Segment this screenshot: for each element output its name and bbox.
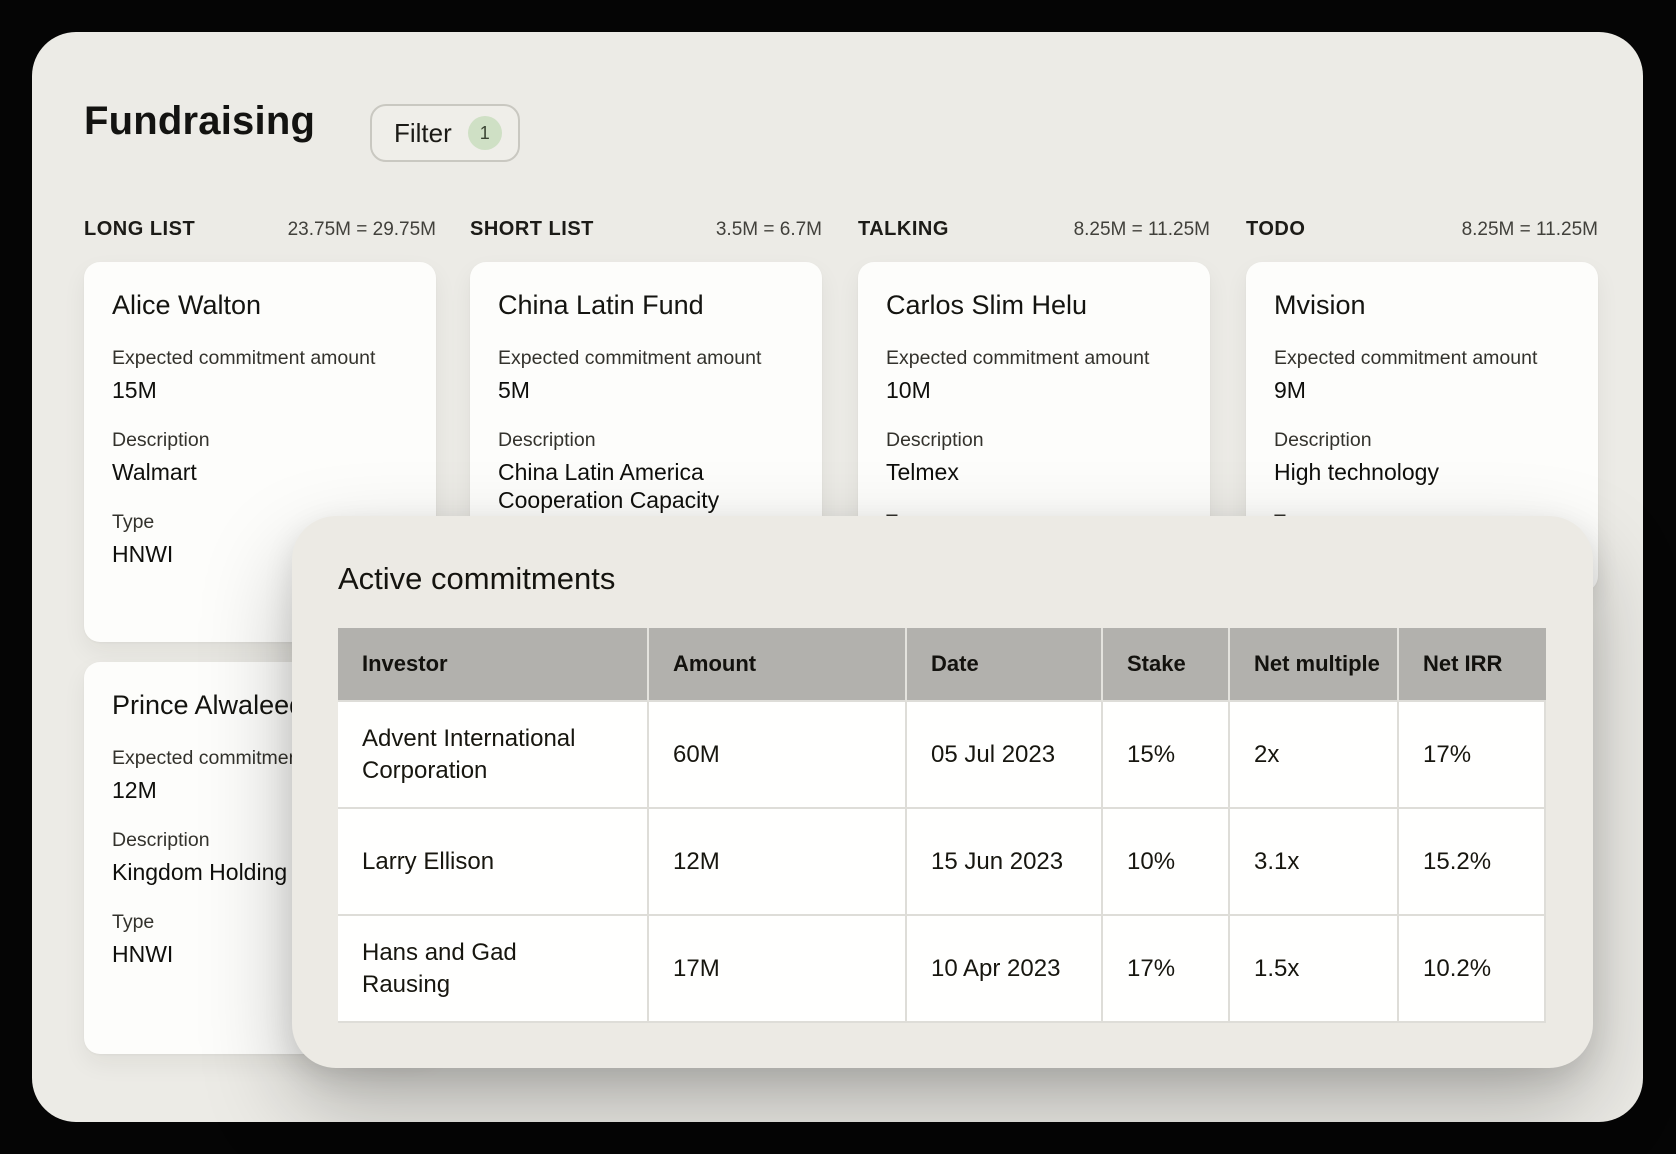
column-title: TALKING [858, 218, 949, 241]
column-total: 8.25M = 11.25M [1074, 219, 1210, 241]
card-title: Carlos Slim Helu [886, 288, 1182, 322]
table-row[interactable]: Advent International Corporation 60M 05 … [338, 702, 1546, 809]
cell-investor: Advent International Corporation [338, 702, 649, 809]
field-label-description: Description [1274, 428, 1570, 452]
filter-count-badge: 1 [468, 116, 502, 150]
column-total: 3.5M = 6.7M [716, 219, 822, 241]
cell-date: 10 Apr 2023 [907, 916, 1103, 1023]
column-title: LONG LIST [84, 218, 195, 241]
screenshot-root: Fundraising Filter 1 LONG LIST 23.75M = … [0, 0, 1676, 1154]
cell-investor: Larry Ellison [338, 809, 649, 916]
cell-investor: Hans and Gad Rausing [338, 916, 649, 1023]
cell-stake: 15% [1103, 702, 1230, 809]
cell-amount: 17M [649, 916, 907, 1023]
field-value-description: High technology [1274, 458, 1570, 486]
field-value-amount: 10M [886, 376, 1182, 404]
field-label-expected: Expected commitment amount [886, 346, 1182, 370]
cell-net-multiple: 1.5x [1230, 916, 1399, 1023]
column-header-short-list: SHORT LIST 3.5M = 6.7M [470, 218, 822, 241]
commitments-table: Investor Amount Date Stake Net multiple … [338, 628, 1546, 1023]
card-title: Alice Walton [112, 288, 408, 322]
table-row[interactable]: Hans and Gad Rausing 17M 10 Apr 2023 17%… [338, 916, 1546, 1023]
cell-net-multiple: 2x [1230, 702, 1399, 809]
cell-date: 05 Jul 2023 [907, 702, 1103, 809]
cell-net-irr: 15.2% [1399, 809, 1546, 916]
field-value-description: Walmart [112, 458, 408, 486]
filter-button-label: Filter [394, 118, 452, 149]
cell-amount: 60M [649, 702, 907, 809]
cell-net-irr: 10.2% [1399, 916, 1546, 1023]
column-header-investor: Investor [338, 628, 649, 702]
page-title: Fundraising [84, 96, 315, 146]
field-label-expected: Expected commitment amount [498, 346, 794, 370]
column-total: 23.75M = 29.75M [288, 219, 436, 241]
cell-amount: 12M [649, 809, 907, 916]
column-header-net-multiple: Net multiple [1230, 628, 1399, 702]
field-label-description: Description [112, 428, 408, 452]
cell-net-multiple: 3.1x [1230, 809, 1399, 916]
field-value-amount: 5M [498, 376, 794, 404]
card-title: China Latin Fund [498, 288, 794, 322]
column-header-long-list: LONG LIST 23.75M = 29.75M [84, 218, 436, 241]
column-header-stake: Stake [1103, 628, 1230, 702]
column-header-talking: TALKING 8.25M = 11.25M [858, 218, 1210, 241]
active-commitments-modal: Active commitments Investor Amount Date … [292, 516, 1593, 1068]
field-value-description: Telmex [886, 458, 1182, 486]
table-row[interactable]: Larry Ellison 12M 15 Jun 2023 10% 3.1x 1… [338, 809, 1546, 916]
cell-net-irr: 17% [1399, 702, 1546, 809]
cell-stake: 10% [1103, 809, 1230, 916]
column-header-todo: TODO 8.25M = 11.25M [1246, 218, 1598, 241]
column-title: TODO [1246, 218, 1305, 241]
modal-title: Active commitments [338, 560, 615, 598]
column-header-date: Date [907, 628, 1103, 702]
column-header-net-irr: Net IRR [1399, 628, 1546, 702]
cell-date: 15 Jun 2023 [907, 809, 1103, 916]
field-value-description: China Latin America Cooperation Capacity [498, 458, 794, 514]
field-label-description: Description [886, 428, 1182, 452]
card-title: Mvision [1274, 288, 1570, 322]
column-header-amount: Amount [649, 628, 907, 702]
field-value-amount: 9M [1274, 376, 1570, 404]
column-title: SHORT LIST [470, 218, 594, 241]
table-header-row: Investor Amount Date Stake Net multiple … [338, 628, 1546, 702]
field-label-expected: Expected commitment amount [1274, 346, 1570, 370]
field-label-description: Description [498, 428, 794, 452]
field-label-expected: Expected commitment amount [112, 346, 408, 370]
field-value-amount: 15M [112, 376, 408, 404]
column-total: 8.25M = 11.25M [1462, 219, 1598, 241]
cell-stake: 17% [1103, 916, 1230, 1023]
filter-button[interactable]: Filter 1 [370, 104, 520, 162]
